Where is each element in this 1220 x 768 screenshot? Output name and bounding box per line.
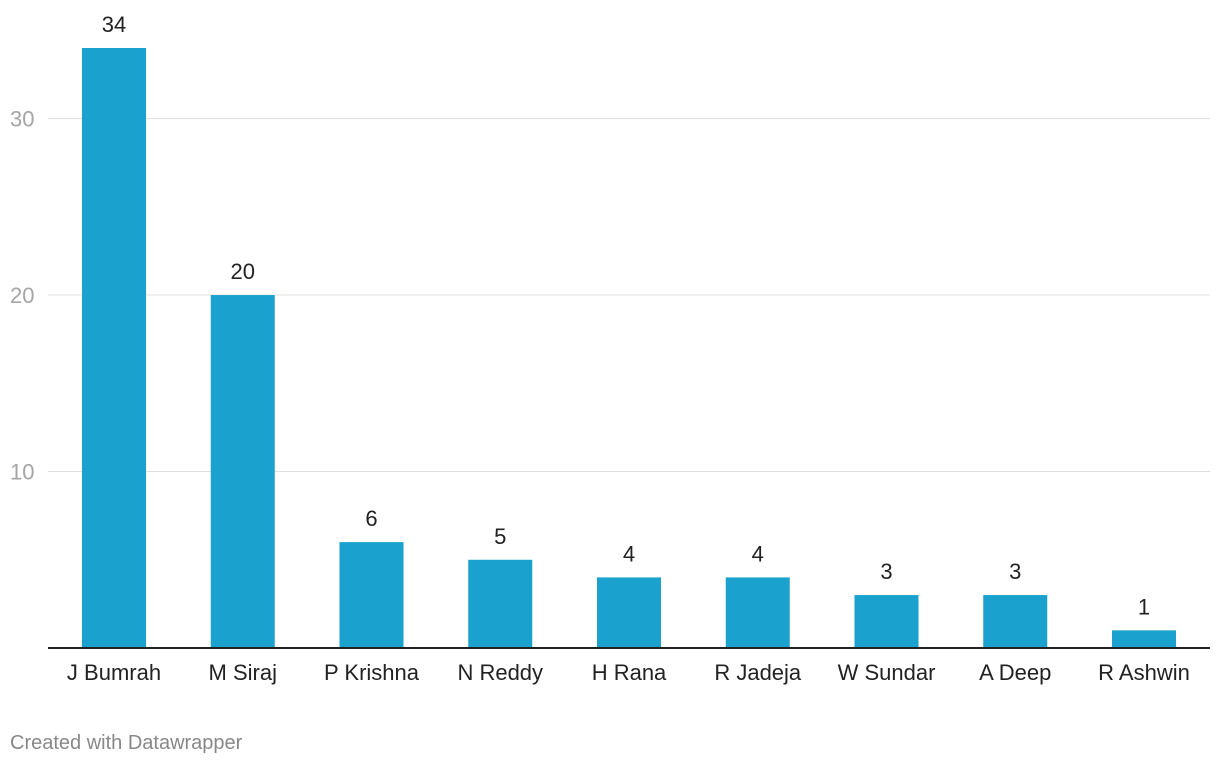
x-tick-label: J Bumrah [67,660,161,685]
value-label: 4 [752,541,764,566]
bar [983,595,1048,648]
bar [1112,630,1176,648]
y-tick-label: 10 [10,460,34,485]
x-axis-labels: J Bumrah M Siraj P Krishna N Reddy H Rana R J… [67,660,1190,685]
x-tick-label: A Deep [979,660,1051,685]
y-tick-label: 30 [10,107,34,132]
y-tick-label: 20 [10,283,34,308]
bar [854,595,919,648]
value-label: 34 [102,12,126,37]
bar [339,542,404,648]
value-label: 6 [365,506,377,531]
y-axis-labels: 10 20 30 [10,107,34,485]
x-tick-label: R Ashwin [1098,660,1190,685]
credit-footer: Created with Datawrapper [10,732,243,754]
x-tick-label: R Jadeja [714,660,802,685]
value-label: 1 [1138,594,1150,619]
bar [210,295,275,648]
x-tick-label: W Sundar [838,660,936,685]
bars [82,48,1176,648]
value-label: 3 [1009,559,1021,584]
x-tick-label: P Krishna [324,660,420,685]
x-tick-label: H Rana [592,660,667,685]
value-labels: 34 20 6 5 4 4 3 3 1 [102,12,1150,619]
bar [468,559,533,648]
bar [597,577,661,648]
bar [82,48,146,648]
value-label: 5 [494,524,506,549]
x-tick-label: M Siraj [209,660,277,685]
value-label: 3 [880,559,892,584]
x-tick-label: N Reddy [457,660,543,685]
value-label: 4 [623,541,635,566]
value-label: 20 [231,259,255,284]
bar [725,577,790,648]
